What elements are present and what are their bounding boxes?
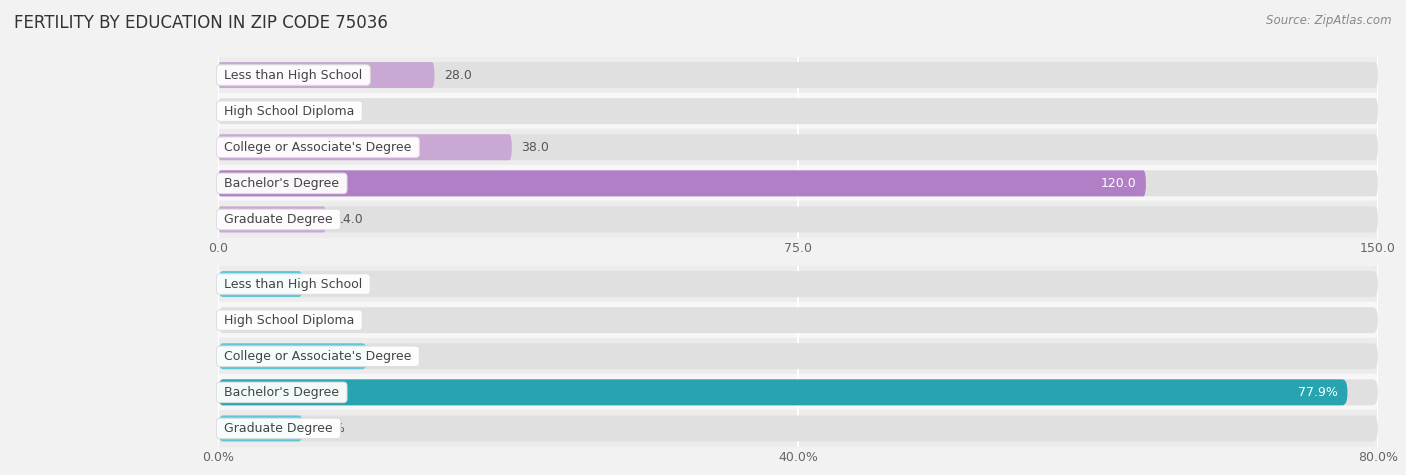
Text: Less than High School: Less than High School bbox=[221, 277, 367, 291]
Text: 0.0%: 0.0% bbox=[228, 314, 259, 327]
Text: 14.0: 14.0 bbox=[336, 213, 363, 226]
Text: 0.0: 0.0 bbox=[228, 104, 247, 118]
Text: 5.9%: 5.9% bbox=[312, 277, 344, 291]
FancyBboxPatch shape bbox=[218, 380, 1347, 405]
Text: FERTILITY BY EDUCATION IN ZIP CODE 75036: FERTILITY BY EDUCATION IN ZIP CODE 75036 bbox=[14, 14, 388, 32]
Text: College or Associate's Degree: College or Associate's Degree bbox=[221, 350, 416, 363]
Text: High School Diploma: High School Diploma bbox=[221, 314, 359, 327]
Text: Bachelor's Degree: Bachelor's Degree bbox=[221, 177, 343, 190]
FancyBboxPatch shape bbox=[218, 380, 1378, 405]
Text: Bachelor's Degree: Bachelor's Degree bbox=[221, 386, 343, 399]
FancyBboxPatch shape bbox=[218, 134, 1378, 160]
Text: 38.0: 38.0 bbox=[522, 141, 548, 154]
Text: 5.9%: 5.9% bbox=[312, 422, 344, 435]
FancyBboxPatch shape bbox=[218, 343, 1378, 369]
FancyBboxPatch shape bbox=[218, 134, 512, 160]
Text: Graduate Degree: Graduate Degree bbox=[221, 213, 337, 226]
FancyBboxPatch shape bbox=[218, 171, 1146, 196]
Bar bbox=[218, 266, 1378, 302]
Bar bbox=[218, 410, 1378, 446]
Bar bbox=[218, 57, 1378, 93]
FancyBboxPatch shape bbox=[218, 62, 1378, 88]
Bar bbox=[218, 338, 1378, 374]
FancyBboxPatch shape bbox=[218, 271, 1378, 297]
Bar bbox=[218, 93, 1378, 129]
FancyBboxPatch shape bbox=[218, 416, 1378, 441]
FancyBboxPatch shape bbox=[218, 171, 1378, 196]
Text: Less than High School: Less than High School bbox=[221, 68, 367, 82]
Text: Source: ZipAtlas.com: Source: ZipAtlas.com bbox=[1267, 14, 1392, 27]
Text: College or Associate's Degree: College or Associate's Degree bbox=[221, 141, 416, 154]
Bar bbox=[218, 129, 1378, 165]
Text: 28.0: 28.0 bbox=[444, 68, 471, 82]
Text: Graduate Degree: Graduate Degree bbox=[221, 422, 337, 435]
FancyBboxPatch shape bbox=[218, 62, 434, 88]
FancyBboxPatch shape bbox=[218, 271, 304, 297]
Text: 10.3%: 10.3% bbox=[377, 350, 416, 363]
Bar bbox=[218, 165, 1378, 201]
Bar bbox=[218, 374, 1378, 410]
Text: 77.9%: 77.9% bbox=[1298, 386, 1339, 399]
FancyBboxPatch shape bbox=[218, 207, 1378, 232]
FancyBboxPatch shape bbox=[218, 98, 1378, 124]
FancyBboxPatch shape bbox=[218, 343, 367, 369]
Bar bbox=[218, 201, 1378, 238]
Text: 120.0: 120.0 bbox=[1101, 177, 1136, 190]
FancyBboxPatch shape bbox=[218, 307, 1378, 333]
FancyBboxPatch shape bbox=[218, 207, 326, 232]
FancyBboxPatch shape bbox=[218, 416, 304, 441]
Bar bbox=[218, 302, 1378, 338]
Text: High School Diploma: High School Diploma bbox=[221, 104, 359, 118]
